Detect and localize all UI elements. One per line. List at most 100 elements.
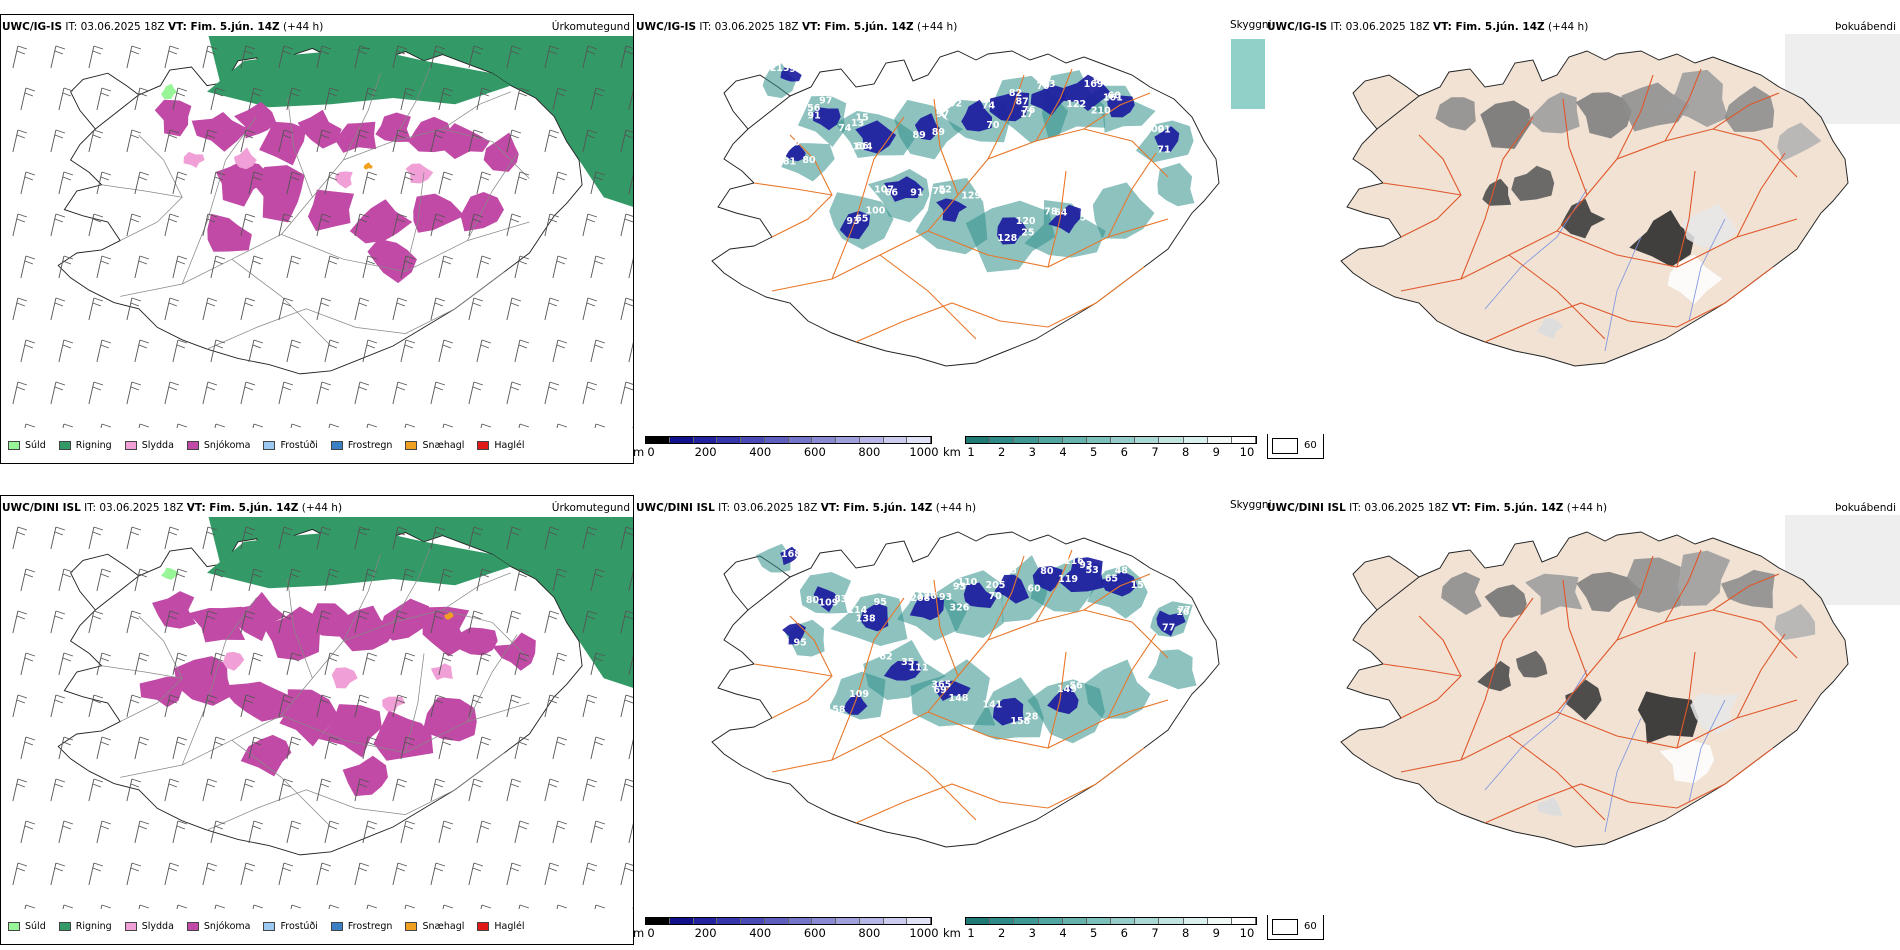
wind-barb xyxy=(172,171,179,195)
legend-label: Haglél xyxy=(494,921,525,932)
panel-title: UWC/DINI ISL IT: 03.06.2025 18Z VT: Fim.… xyxy=(636,502,977,514)
wind-barb xyxy=(556,904,559,909)
wind-barb xyxy=(168,218,178,223)
wind-barb xyxy=(400,820,407,844)
road-line xyxy=(1047,651,1067,749)
colorbar-tick: 0 xyxy=(647,445,655,459)
wind-barb xyxy=(625,778,633,782)
legend-swatch xyxy=(124,441,137,450)
legend-item: Frostregn xyxy=(330,440,392,451)
wind-barb xyxy=(248,820,255,844)
wind-barb xyxy=(435,778,446,783)
wind-barb xyxy=(283,381,294,386)
field-blob xyxy=(215,160,273,207)
wind-barb xyxy=(54,50,64,55)
wind-barb xyxy=(435,297,446,302)
field-blob xyxy=(1092,182,1155,239)
wind-barb xyxy=(430,778,437,802)
field-blob xyxy=(1637,691,1699,744)
wind-barb xyxy=(96,171,103,195)
wind-barb xyxy=(320,615,330,620)
ceiling-value-label: 326 xyxy=(950,603,970,614)
colorbar-cell xyxy=(764,918,789,924)
wind-barb xyxy=(12,610,19,634)
wind-barb xyxy=(367,171,378,176)
wind-barb xyxy=(397,526,408,531)
precip-type-map-frame xyxy=(0,495,634,945)
wind-barb xyxy=(510,134,520,139)
colorbar-tick: 6 xyxy=(1120,926,1128,940)
road-line xyxy=(771,128,1169,292)
ceiling-value-label: 80 xyxy=(1040,566,1054,577)
colorbar-cell xyxy=(990,918,1015,924)
wind-barb xyxy=(206,531,216,536)
wind-barb xyxy=(443,171,454,176)
wind-barb xyxy=(510,783,520,788)
wind-barb xyxy=(586,302,596,307)
wind-barb xyxy=(359,778,370,783)
wind-barb xyxy=(291,736,302,741)
wind-barb xyxy=(396,134,406,139)
wind-barb xyxy=(404,92,414,97)
wind-barb xyxy=(252,423,255,428)
wind-barb xyxy=(63,568,74,573)
wind-barb xyxy=(468,129,475,153)
wind-barb xyxy=(468,297,475,321)
wind-barb xyxy=(286,255,293,279)
wind-barb xyxy=(215,904,226,909)
wind-barb xyxy=(594,904,597,909)
wind-barb xyxy=(510,699,520,704)
wind-barb xyxy=(549,129,560,134)
wind-barb xyxy=(290,260,300,265)
ceiling-value-label: 128 xyxy=(997,233,1017,244)
wind-barb xyxy=(628,89,633,111)
ceiling-value-label: 77 xyxy=(1178,605,1191,616)
road-line xyxy=(231,258,332,347)
wind-barb xyxy=(473,526,484,531)
ceiling-value-label: 64 xyxy=(1054,208,1068,219)
wind-barb xyxy=(404,573,414,578)
wind-barb xyxy=(557,339,568,344)
wind-barb xyxy=(12,778,19,802)
river-line xyxy=(1604,717,1642,833)
field-blob xyxy=(1527,92,1580,134)
wind-barb xyxy=(286,820,293,844)
wind-barb xyxy=(473,694,484,699)
wind-barb xyxy=(206,867,216,872)
wind-barb xyxy=(434,50,444,55)
wind-barb xyxy=(214,573,224,578)
field-blob xyxy=(483,132,519,172)
wind-barb xyxy=(594,176,604,181)
wind-barb xyxy=(245,213,256,218)
legend-item: Frostúði xyxy=(263,440,318,451)
wind-barb xyxy=(17,862,28,867)
wind-barb xyxy=(544,862,551,886)
wind-barb xyxy=(202,862,209,886)
panel-title: UWC/IG-IS IT: 03.06.2025 18Z VT: Fim. 5.… xyxy=(1267,21,1589,33)
wind-barb xyxy=(168,867,178,872)
wind-barb xyxy=(582,45,589,69)
wind-barb xyxy=(12,862,19,886)
wind-barb xyxy=(468,694,475,718)
road-line xyxy=(1676,170,1696,268)
wind-barb xyxy=(316,610,323,634)
wind-barb xyxy=(506,862,513,886)
wind-barb xyxy=(628,654,633,676)
wind-barb xyxy=(582,694,589,718)
wind-barb xyxy=(354,694,361,718)
wind-barb xyxy=(20,339,27,363)
wind-barb xyxy=(245,778,256,783)
ceiling-value-label: 213 xyxy=(770,63,790,74)
wind-barb xyxy=(595,339,606,344)
road-line xyxy=(1508,254,1606,340)
legend-label: Rigning xyxy=(75,921,112,932)
wind-barb xyxy=(25,652,36,657)
wind-barb xyxy=(58,339,65,363)
wind-barb xyxy=(511,778,522,783)
wind-barb xyxy=(481,736,492,741)
wind-barb xyxy=(12,381,19,405)
wind-barb xyxy=(481,171,492,176)
wind-barb xyxy=(126,297,133,321)
wind-barb xyxy=(62,260,72,265)
wind-barb xyxy=(244,699,254,704)
